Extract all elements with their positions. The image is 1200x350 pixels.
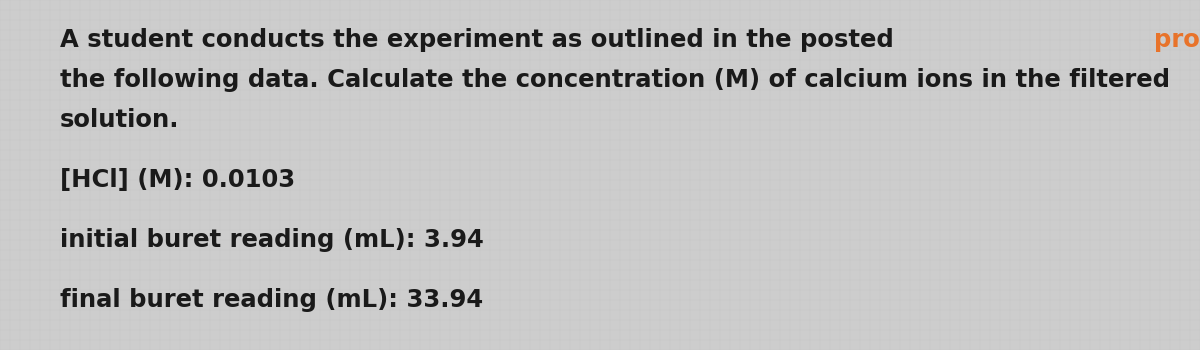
Text: procedure: procedure <box>1154 28 1200 52</box>
Text: [HCl] (M): 0.0103: [HCl] (M): 0.0103 <box>60 168 295 192</box>
Text: initial buret reading (mL): 3.94: initial buret reading (mL): 3.94 <box>60 228 484 252</box>
Text: the following data. Calculate the concentration (M) of calcium ions in the filte: the following data. Calculate the concen… <box>60 68 1170 92</box>
Text: solution.: solution. <box>60 108 180 132</box>
Text: final buret reading (mL): 33.94: final buret reading (mL): 33.94 <box>60 288 484 312</box>
Text: A student conducts the experiment as outlined in the posted: A student conducts the experiment as out… <box>60 28 902 52</box>
